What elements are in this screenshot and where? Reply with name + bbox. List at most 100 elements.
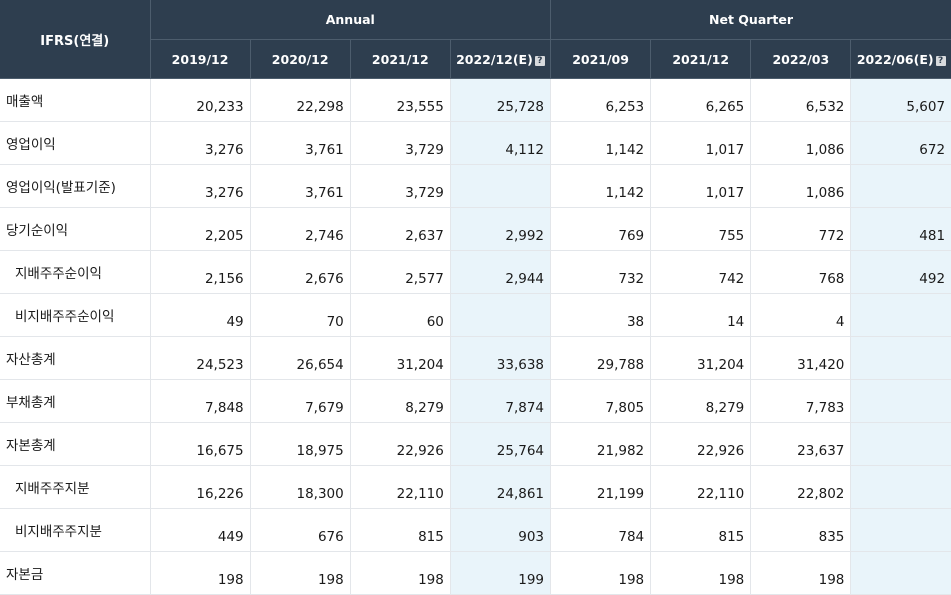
- table-cell: 198: [149, 551, 251, 595]
- table-cell: 22,110: [349, 465, 451, 509]
- table-cell: 1,086: [750, 121, 851, 165]
- table-cell: 1,017: [650, 164, 751, 208]
- row-label: 자본총계: [0, 422, 150, 466]
- table-cell: [449, 164, 551, 208]
- table-cell: 24,523: [149, 336, 251, 380]
- table-cell: 14: [650, 293, 751, 337]
- table-cell: 16,226: [149, 465, 251, 509]
- estimate-info-icon[interactable]: ?: [935, 55, 946, 66]
- table-cell: 676: [249, 508, 351, 552]
- period-header: 2022/06(E)?: [850, 39, 951, 79]
- table-cell: 2,637: [349, 207, 451, 251]
- table-cell: 1,086: [750, 164, 851, 208]
- table-cell: [850, 465, 951, 509]
- table-row: 자본금 198 198 198 199 198 198 198: [0, 551, 951, 595]
- table-cell: 38: [550, 293, 651, 337]
- table-cell: 70: [249, 293, 351, 337]
- table-cell: 7,679: [249, 379, 351, 423]
- period-header: 2022/12(E)?: [449, 39, 551, 79]
- table-cell: 835: [750, 508, 851, 552]
- table-cell: 755: [650, 207, 751, 251]
- table-row: 자본총계 16,675 18,975 22,926 25,764 21,982 22,926…: [0, 422, 951, 466]
- table-cell: 8,279: [650, 379, 751, 423]
- table-cell: 18,975: [249, 422, 351, 466]
- table-cell: 198: [750, 551, 851, 595]
- table-cell: 198: [249, 551, 351, 595]
- table-cell: [850, 422, 951, 466]
- table-cell: [850, 551, 951, 595]
- table-cell: 768: [750, 250, 851, 294]
- table-cell: 25,764: [449, 422, 551, 466]
- table-cell: 3,729: [349, 121, 451, 165]
- table-cell: 492: [850, 250, 951, 294]
- table-cell: 815: [650, 508, 751, 552]
- quarter-group-header: Net Quarter: [550, 0, 951, 40]
- table-cell: 3,761: [249, 164, 351, 208]
- table-cell: 769: [550, 207, 651, 251]
- table-cell: 29,788: [550, 336, 651, 380]
- table-cell: 21,982: [550, 422, 651, 466]
- table-row: 자산총계 24,523 26,654 31,204 33,638 29,788 31,204…: [0, 336, 951, 380]
- table-label-header: IFRS(연결): [0, 0, 150, 79]
- table-cell: 3,276: [149, 121, 251, 165]
- table-row: 비지배주주순이익 49 70 60 38 14 4: [0, 293, 951, 337]
- table-cell: 2,577: [349, 250, 451, 294]
- table-cell: 6,253: [550, 78, 651, 122]
- table-cell: 33,638: [449, 336, 551, 380]
- table-cell: 198: [349, 551, 451, 595]
- table-cell: 2,156: [149, 250, 251, 294]
- table-cell: 60: [349, 293, 451, 337]
- table-cell: 25,728: [449, 78, 551, 122]
- table-cell: 22,926: [349, 422, 451, 466]
- table-cell: 784: [550, 508, 651, 552]
- table-cell: 22,110: [650, 465, 751, 509]
- table-row: 영업이익 3,276 3,761 3,729 4,112 1,142 1,017 1,086 6…: [0, 121, 951, 165]
- table-cell: 49: [149, 293, 251, 337]
- table-cell: [850, 293, 951, 337]
- table-cell: 2,205: [149, 207, 251, 251]
- table-cell: 22,802: [750, 465, 851, 509]
- table-cell: 2,944: [449, 250, 551, 294]
- row-label: 자산총계: [0, 336, 150, 380]
- table-cell: 3,276: [149, 164, 251, 208]
- row-label: 당기순이익: [0, 207, 150, 251]
- table-row: 지배주주지분 16,226 18,300 22,110 24,861 21,199 22,1…: [0, 465, 951, 509]
- table-cell: 3,761: [249, 121, 351, 165]
- table-row: 비지배주주지분 449 676 815 903 784 815 835: [0, 508, 951, 552]
- table-cell: 198: [650, 551, 751, 595]
- table-cell: [850, 336, 951, 380]
- table-cell: 815: [349, 508, 451, 552]
- table-row: 당기순이익 2,205 2,746 2,637 2,992 769 755 772 481: [0, 207, 951, 251]
- table-cell: 903: [449, 508, 551, 552]
- table-cell: 7,848: [149, 379, 251, 423]
- table-cell: 4,112: [449, 121, 551, 165]
- estimate-info-icon[interactable]: ?: [534, 55, 545, 66]
- table-cell: 198: [550, 551, 651, 595]
- table-cell: 8,279: [349, 379, 451, 423]
- table-cell: 6,265: [650, 78, 751, 122]
- table-cell: 481: [850, 207, 951, 251]
- table-cell: 1,142: [550, 121, 651, 165]
- table-cell: 5,607: [850, 78, 951, 122]
- row-label: 영업이익: [0, 121, 150, 165]
- table-cell: 2,992: [449, 207, 551, 251]
- row-label: 지배주주순이익: [0, 250, 150, 294]
- row-label: 비지배주주순이익: [0, 293, 150, 337]
- table-cell: 31,204: [650, 336, 751, 380]
- table-cell: 4: [750, 293, 851, 337]
- table-row: 매출액 20,233 22,298 23,555 25,728 6,253 6,265 6,5…: [0, 78, 951, 122]
- table-cell: 21,199: [550, 465, 651, 509]
- table-cell: 22,926: [650, 422, 751, 466]
- period-header: 2019/12: [149, 39, 251, 79]
- table-row: 영업이익(발표기준) 3,276 3,761 3,729 1,142 1,017 1,086: [0, 164, 951, 208]
- table-cell: 2,676: [249, 250, 351, 294]
- table-cell: 742: [650, 250, 751, 294]
- row-label: 매출액: [0, 78, 150, 122]
- row-label: 부채총계: [0, 379, 150, 423]
- table-row: 부채총계 7,848 7,679 8,279 7,874 7,805 8,279 7,783: [0, 379, 951, 423]
- table-cell: 31,204: [349, 336, 451, 380]
- table-cell: [850, 379, 951, 423]
- table-cell: 6,532: [750, 78, 851, 122]
- table-cell: 22,298: [249, 78, 351, 122]
